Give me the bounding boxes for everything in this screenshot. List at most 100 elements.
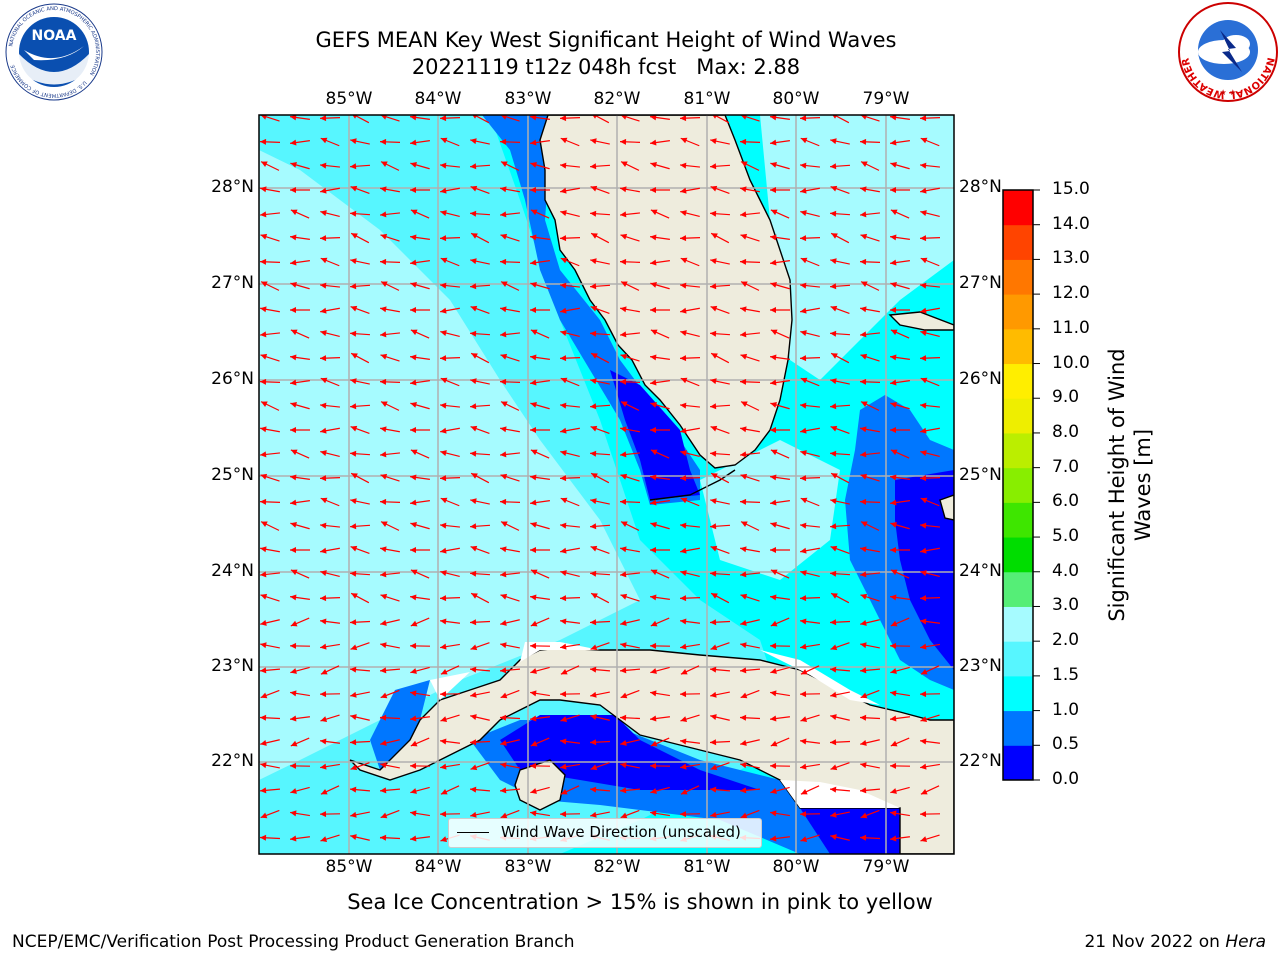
wave-direction-arrow [410, 786, 430, 794]
wave-direction-arrow [410, 187, 430, 193]
wave-direction-arrow [740, 619, 760, 626]
colorbar-bin [1003, 294, 1033, 330]
wave-direction-arrow [470, 498, 490, 505]
wave-direction-arrow [829, 666, 851, 673]
wave-direction-arrow [740, 762, 760, 769]
wave-direction-arrow [770, 715, 790, 722]
wave-direction-arrow [470, 545, 490, 554]
wave-direction-arrow [470, 425, 490, 434]
wave-direction-arrow [830, 115, 850, 124]
wave-direction-arrow [439, 162, 461, 169]
wave-direction-arrow [919, 811, 941, 818]
wave-direction-arrow [290, 187, 310, 193]
wave-direction-arrow [830, 592, 850, 604]
wave-direction-arrow [469, 523, 491, 530]
wave-direction-arrow [829, 210, 851, 217]
wave-direction-arrow [470, 352, 490, 364]
wave-direction-arrow [500, 689, 520, 699]
wave-direction-arrow [770, 474, 790, 481]
wave-direction-arrow [410, 162, 430, 170]
wave-direction-arrow [739, 451, 761, 458]
wave-direction-arrow [650, 569, 670, 579]
wave-direction-arrow [919, 235, 941, 242]
wave-direction-arrow [679, 811, 701, 818]
wave-direction-arrow [650, 474, 670, 481]
wave-direction-arrow [680, 210, 700, 218]
wave-direction-arrow [620, 546, 640, 553]
wave-direction-arrow [439, 522, 461, 529]
wave-direction-arrow [350, 258, 370, 265]
wave-direction-arrow [379, 667, 401, 674]
wave-direction-arrow [620, 809, 640, 819]
colorbar-bin [1003, 710, 1033, 746]
wave-direction-arrow [619, 714, 641, 721]
wave-direction-arrow [890, 786, 910, 794]
wave-direction-arrow [770, 115, 790, 121]
wave-direction-arrow [350, 714, 370, 721]
wave-direction-arrow [560, 547, 580, 554]
wave-direction-arrow [320, 137, 340, 147]
wave-direction-arrow [620, 233, 640, 242]
wave-direction-arrow [290, 737, 310, 747]
wave-direction-arrow [500, 426, 520, 433]
wave-direction-arrow [619, 667, 641, 674]
wave-direction-arrow [770, 307, 790, 313]
wave-direction-arrow [470, 691, 490, 698]
wave-direction-arrow [470, 762, 490, 771]
colorbar-bin [1003, 432, 1033, 469]
colorbar-bin [1003, 190, 1033, 226]
wave-direction-arrow [710, 305, 730, 314]
wave-direction-arrow [380, 426, 400, 433]
latitude-label-right: 23°N [959, 656, 1002, 676]
wave-direction-arrow [589, 403, 611, 410]
wave-direction-arrow [260, 353, 280, 362]
wave-direction-arrow [829, 283, 851, 290]
wave-direction-arrow [620, 426, 640, 433]
bahamas-land-2 [939, 494, 954, 521]
wave-direction-arrow [410, 737, 430, 747]
wave-direction-arrow [589, 739, 611, 746]
wave-direction-arrow [740, 473, 760, 482]
wave-direction-arrow [589, 210, 611, 217]
wave-direction-arrow [890, 617, 910, 627]
wave-direction-arrow [710, 592, 730, 604]
colorbar-bin [1003, 641, 1033, 677]
wave-direction-arrow [650, 427, 670, 433]
wave-direction-arrow [350, 115, 370, 124]
wave-direction-arrow [739, 211, 761, 218]
wave-direction-arrow [379, 834, 401, 841]
longitude-label-bottom: 83°W [504, 857, 552, 877]
wave-direction-arrow [619, 571, 641, 578]
wave-direction-arrow [800, 834, 820, 843]
wave-direction-arrow [829, 786, 851, 793]
wave-direction-arrow [470, 378, 490, 385]
wave-direction-arrow [350, 138, 370, 145]
wave-direction-arrow [620, 521, 640, 531]
wave-direction-arrow [560, 377, 580, 387]
wave-direction-arrow [650, 115, 670, 121]
wave-direction-arrow [769, 642, 791, 649]
wave-direction-arrow [499, 331, 521, 338]
wave-direction-arrow [349, 739, 371, 746]
wave-direction-arrow [680, 307, 700, 314]
wave-direction-arrow [559, 402, 581, 409]
wave-direction-arrow [709, 403, 731, 410]
wave-direction-arrow [770, 666, 790, 674]
wave-direction-arrow [829, 619, 851, 626]
wave-direction-arrow [530, 234, 550, 241]
wave-direction-arrow [469, 283, 491, 290]
wave-direction-arrow [260, 281, 280, 291]
wave-direction-arrow [259, 498, 281, 505]
colorbar-bin [1003, 606, 1033, 642]
wave-direction-arrow [440, 330, 460, 338]
latitude-label-left: 23°N [211, 656, 254, 676]
wave-direction-arrow [410, 666, 430, 674]
wave-direction-arrow [650, 617, 670, 627]
colorbar-bin [1003, 398, 1033, 434]
wave-direction-arrow [709, 163, 731, 170]
wave-direction-arrow [440, 187, 460, 194]
wave-direction-arrow [590, 185, 610, 194]
wave-direction-arrow [559, 235, 581, 242]
wave-direction-arrow [830, 762, 850, 771]
wave-direction-arrow [259, 258, 281, 265]
